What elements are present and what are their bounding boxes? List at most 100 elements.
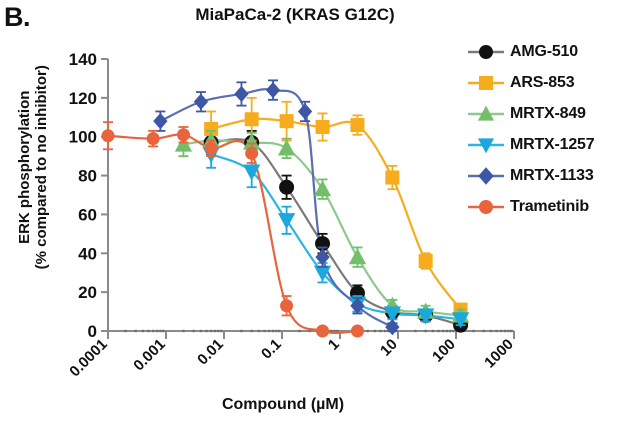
x-minor-tick <box>445 329 449 333</box>
x-minor-tick <box>366 329 369 333</box>
x-minor-tick <box>424 329 427 333</box>
data-point <box>244 112 259 127</box>
data-point <box>153 113 168 130</box>
x-minor-tick <box>134 329 137 333</box>
data-point <box>176 128 190 142</box>
x-minor-tick <box>217 329 220 333</box>
x-minor-tick <box>489 329 493 333</box>
legend-item-mrtx-849[interactable]: MRTX-849 <box>466 98 633 129</box>
data-point <box>383 306 402 323</box>
data-point <box>385 170 400 185</box>
legend-marker-circle-icon <box>466 196 506 218</box>
legend-label: MRTX-1257 <box>510 135 595 153</box>
x-axis-label: Compound (µM) <box>221 396 345 413</box>
x-minor-tick <box>220 329 223 333</box>
x-tick-label: 0.01 <box>194 336 227 369</box>
y-tick-label: 140 <box>69 50 97 69</box>
x-minor-tick <box>333 329 336 333</box>
y-tick-label: 0 <box>88 322 97 341</box>
x-minor-tick <box>414 329 417 333</box>
data-point <box>243 164 261 181</box>
data-point <box>313 265 332 282</box>
y-tick-label: 40 <box>78 244 97 263</box>
x-minor-tick <box>205 329 208 333</box>
x-minor-tick <box>240 329 243 333</box>
chart-legend: AMG-510 ARS-853 MRTX-849 MRTX-1257 MRTX-1133… <box>466 36 633 222</box>
x-minor-tick <box>257 329 261 333</box>
data-point <box>146 132 160 146</box>
data-point <box>315 120 330 134</box>
legend-item-ars-853[interactable]: ARS-853 <box>466 67 633 98</box>
x-minor-tick <box>199 329 203 333</box>
x-tick-label: 0.0001 <box>66 336 110 380</box>
series-line-mrtx-1257 <box>210 153 462 321</box>
x-minor-tick <box>155 329 159 333</box>
legend-marker <box>479 199 493 214</box>
x-minor-tick <box>267 329 271 333</box>
data-point <box>234 85 249 103</box>
x-minor-tick <box>383 329 387 333</box>
x-minor-tick <box>159 329 162 333</box>
legend-marker-square-icon <box>466 72 506 94</box>
x-minor-tick <box>271 329 275 333</box>
data-point <box>245 146 259 160</box>
series-line-mrtx-849 <box>182 139 462 317</box>
x-minor-tick <box>308 329 311 333</box>
x-tick-label: 100 <box>429 336 459 366</box>
x-minor-tick <box>141 329 145 333</box>
series-markers-trametinib <box>101 121 364 338</box>
x-minor-tick <box>507 329 510 333</box>
x-minor-tick <box>510 329 513 333</box>
x-minor-tick <box>192 329 195 333</box>
legend-marker-diamond-icon <box>466 165 506 187</box>
x-minor-tick <box>437 329 440 333</box>
data-point <box>451 312 470 329</box>
data-point <box>204 141 218 155</box>
legend-item-mrtx-1257[interactable]: MRTX-1257 <box>466 129 633 160</box>
data-point <box>280 299 294 313</box>
data-point <box>350 118 365 133</box>
data-point <box>385 318 400 336</box>
x-minor-tick <box>147 329 150 333</box>
y-tick-label: 100 <box>69 128 97 147</box>
x-minor-tick <box>209 329 213 333</box>
x-minor-tick <box>162 329 165 333</box>
series-markers-mrtx-1133 <box>153 79 400 336</box>
data-point <box>315 249 330 266</box>
legend-marker <box>479 75 493 90</box>
x-minor-tick <box>250 329 253 333</box>
data-point <box>243 133 261 150</box>
data-point <box>193 93 209 110</box>
x-minor-tick <box>379 329 382 333</box>
x-minor-tick <box>151 329 155 333</box>
legend-item-amg-510[interactable]: AMG-510 <box>466 36 633 67</box>
y-tick-label: 60 <box>78 205 97 224</box>
legend-marker <box>477 105 495 121</box>
x-minor-tick <box>263 329 266 333</box>
legend-item-trametinib[interactable]: Trametinib <box>466 191 633 222</box>
x-minor-tick <box>472 329 475 333</box>
data-point <box>297 103 313 120</box>
x-minor-tick <box>182 329 185 333</box>
legend-marker <box>477 137 495 153</box>
legend-label: MRTX-1133 <box>510 166 594 184</box>
legend-item-mrtx-1133[interactable]: MRTX-1133 <box>466 160 633 191</box>
y-tick-label: 20 <box>78 283 97 302</box>
x-minor-tick <box>278 329 281 333</box>
data-point <box>417 308 435 325</box>
data-point <box>316 324 330 338</box>
x-tick-label: 0.001 <box>130 336 169 375</box>
data-point <box>418 254 433 269</box>
legend-marker-circle-icon <box>466 41 506 63</box>
legend-marker <box>478 166 494 185</box>
series-markers-mrtx-849 <box>174 129 470 323</box>
data-point <box>348 248 367 265</box>
data-point <box>174 135 193 152</box>
legend-label: Trametinib <box>510 197 589 215</box>
series-layer <box>101 79 470 338</box>
x-minor-tick <box>336 329 339 333</box>
data-point <box>204 121 219 136</box>
y-tick-label: 120 <box>69 89 97 108</box>
